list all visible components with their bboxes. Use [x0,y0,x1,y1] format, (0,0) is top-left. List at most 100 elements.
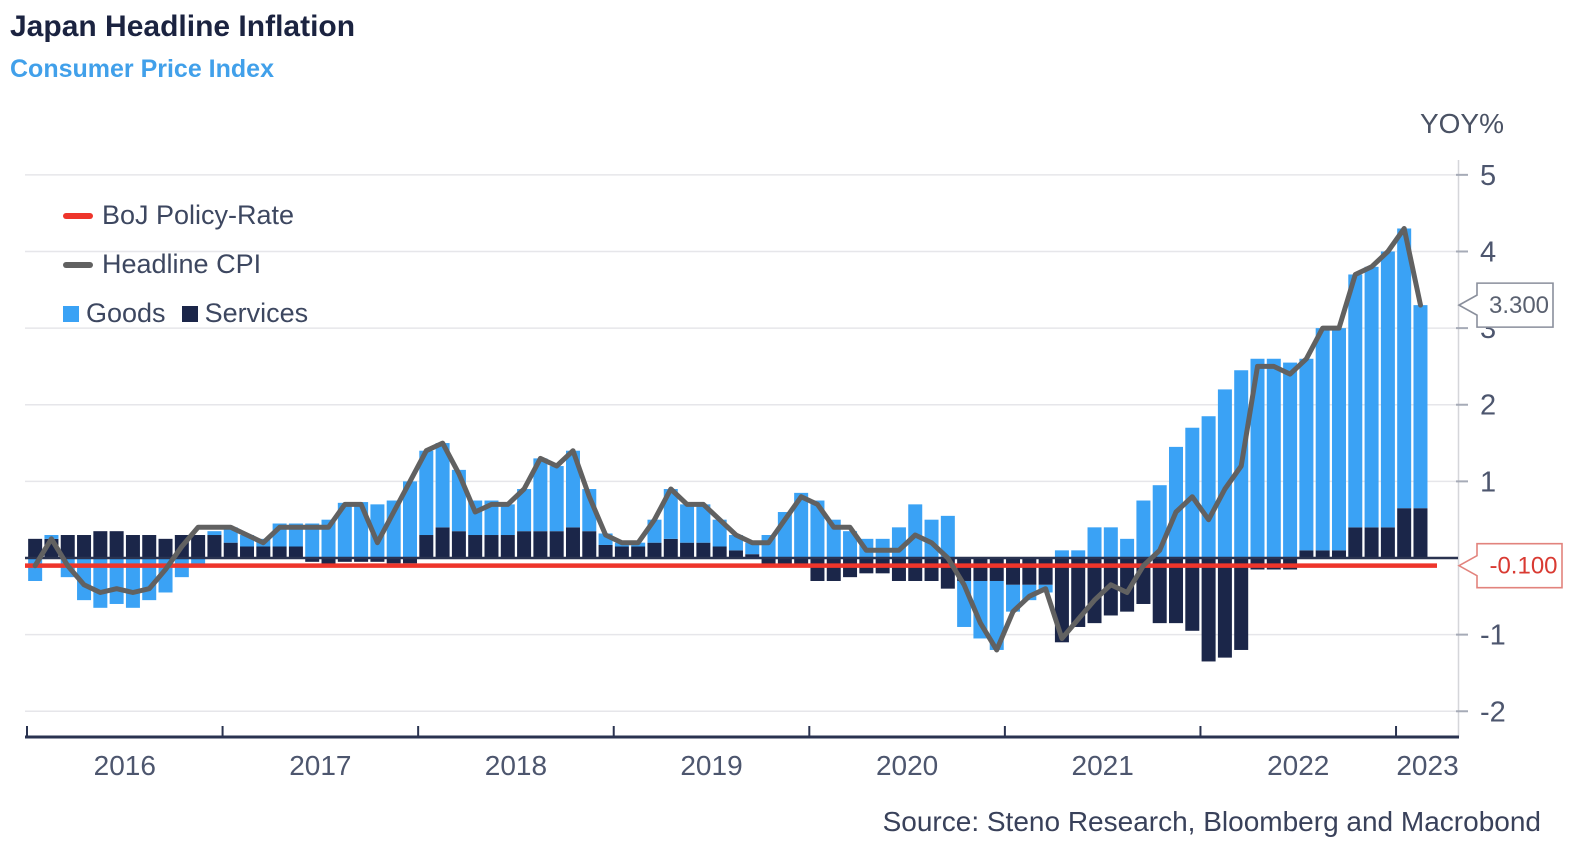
goods-bar [843,531,858,558]
legend-line-swatch [63,261,93,268]
services-bar [321,558,336,566]
goods-bar [663,489,678,539]
x-axis: 2016 2017 2018 2019 2020 2021 2022 2023 [25,726,1459,781]
goods-bar [1201,416,1216,558]
services-bar [223,542,238,558]
y-tick-label: -1 [1480,620,1506,652]
goods-bar [484,500,499,536]
goods-bar [1315,328,1330,551]
services-bar [451,531,466,558]
services-bar [77,535,92,558]
services-bar [565,527,580,558]
callout-cpi-last: 3.300 [1457,282,1554,328]
services-bar [1022,558,1037,585]
page-subtitle: Consumer Price Index [10,55,274,83]
legend-square-swatch [63,305,79,322]
services-bar [712,546,727,558]
services-bar [28,538,43,558]
services-bar [989,558,1004,581]
y-tick-label: 5 [1480,160,1496,192]
goods-bar [1087,527,1102,558]
services-bar [500,535,515,558]
callout-policy-rate-value: -0.100 [1489,553,1557,580]
services-bar [1364,527,1379,558]
services-bar [826,558,841,581]
gridlines [25,174,1458,713]
goods-bar [1331,328,1346,551]
services-bar [354,558,369,562]
services-bar [1169,558,1184,624]
goods-bar [745,542,760,555]
legend-item-boj-policy-rate: BoJ Policy-Rate [63,200,294,231]
goods-bar [517,489,532,532]
goods-bar [93,558,108,608]
y-tick-label: -2 [1480,696,1506,728]
services-bar [696,542,711,558]
services-bar [582,531,597,558]
goods-bar [908,504,923,558]
services-bar [1217,558,1232,658]
services-bar [728,550,743,558]
legend-label: Goods [86,298,166,328]
goods-bar [207,531,222,536]
services-bar [614,546,629,558]
services-bar [924,558,939,581]
services-bar [1038,558,1053,585]
goods-bar [973,580,988,639]
services-bar [794,558,809,566]
goods-bar [1250,358,1265,558]
x-tick-label: 2020 [876,750,938,781]
services-bar [403,558,418,564]
legend: BoJ Policy-Rate Headline CPI Goods Services [63,191,324,338]
legend-row: Headline CPI [63,240,324,289]
goods-bar [940,515,955,558]
goods-bar [109,558,124,604]
callout-policy-rate: -0.100 [1457,542,1563,589]
goods-bar [1364,266,1379,528]
goods-bar [696,504,711,543]
legend-square-swatch [181,305,198,322]
goods-bar [1136,500,1151,558]
services-bar [647,542,662,558]
services-bar [435,527,450,558]
legend-item-headline-cpi: Headline CPI [63,249,261,280]
services-bar [93,531,108,558]
goods-bar [403,481,418,558]
services-bar [891,558,906,581]
goods-bar [1266,358,1281,558]
services-bar [549,531,564,558]
goods-bar [337,502,352,558]
x-tick-label: 2016 [94,750,156,781]
services-bar [533,531,548,558]
services-bar [973,558,988,581]
cpi-line [32,226,1423,653]
services-bar [419,535,434,558]
services-bar [745,554,760,558]
legend-line-swatch [63,212,93,219]
x-tick-label: 2023 [1396,750,1458,781]
goods-bar [1397,228,1412,509]
services-bar [908,558,923,581]
goods-bar [549,466,564,532]
page-title: Japan Headline Inflation [10,10,356,43]
services-bar [631,546,646,558]
source-note: Source: Steno Research, Bloomberg and Ma… [882,806,1541,837]
services-bar [484,535,499,558]
services-bar [1071,558,1086,627]
y-tick-label: 4 [1480,236,1496,268]
legend-label: Services [204,298,309,328]
goods-bar [989,580,1004,650]
goods-bar [680,504,695,543]
legend-item-services: Services [181,298,309,329]
services-bar [125,535,140,558]
services-bar [337,558,352,562]
goods-bar [1185,427,1200,558]
services-bar [680,542,695,558]
services-bar [386,558,401,564]
services-bar [240,546,255,558]
x-tick-label: 2018 [485,750,547,781]
y-axis-unit-label: YOY% [1419,108,1504,139]
services-bar [1006,558,1021,585]
